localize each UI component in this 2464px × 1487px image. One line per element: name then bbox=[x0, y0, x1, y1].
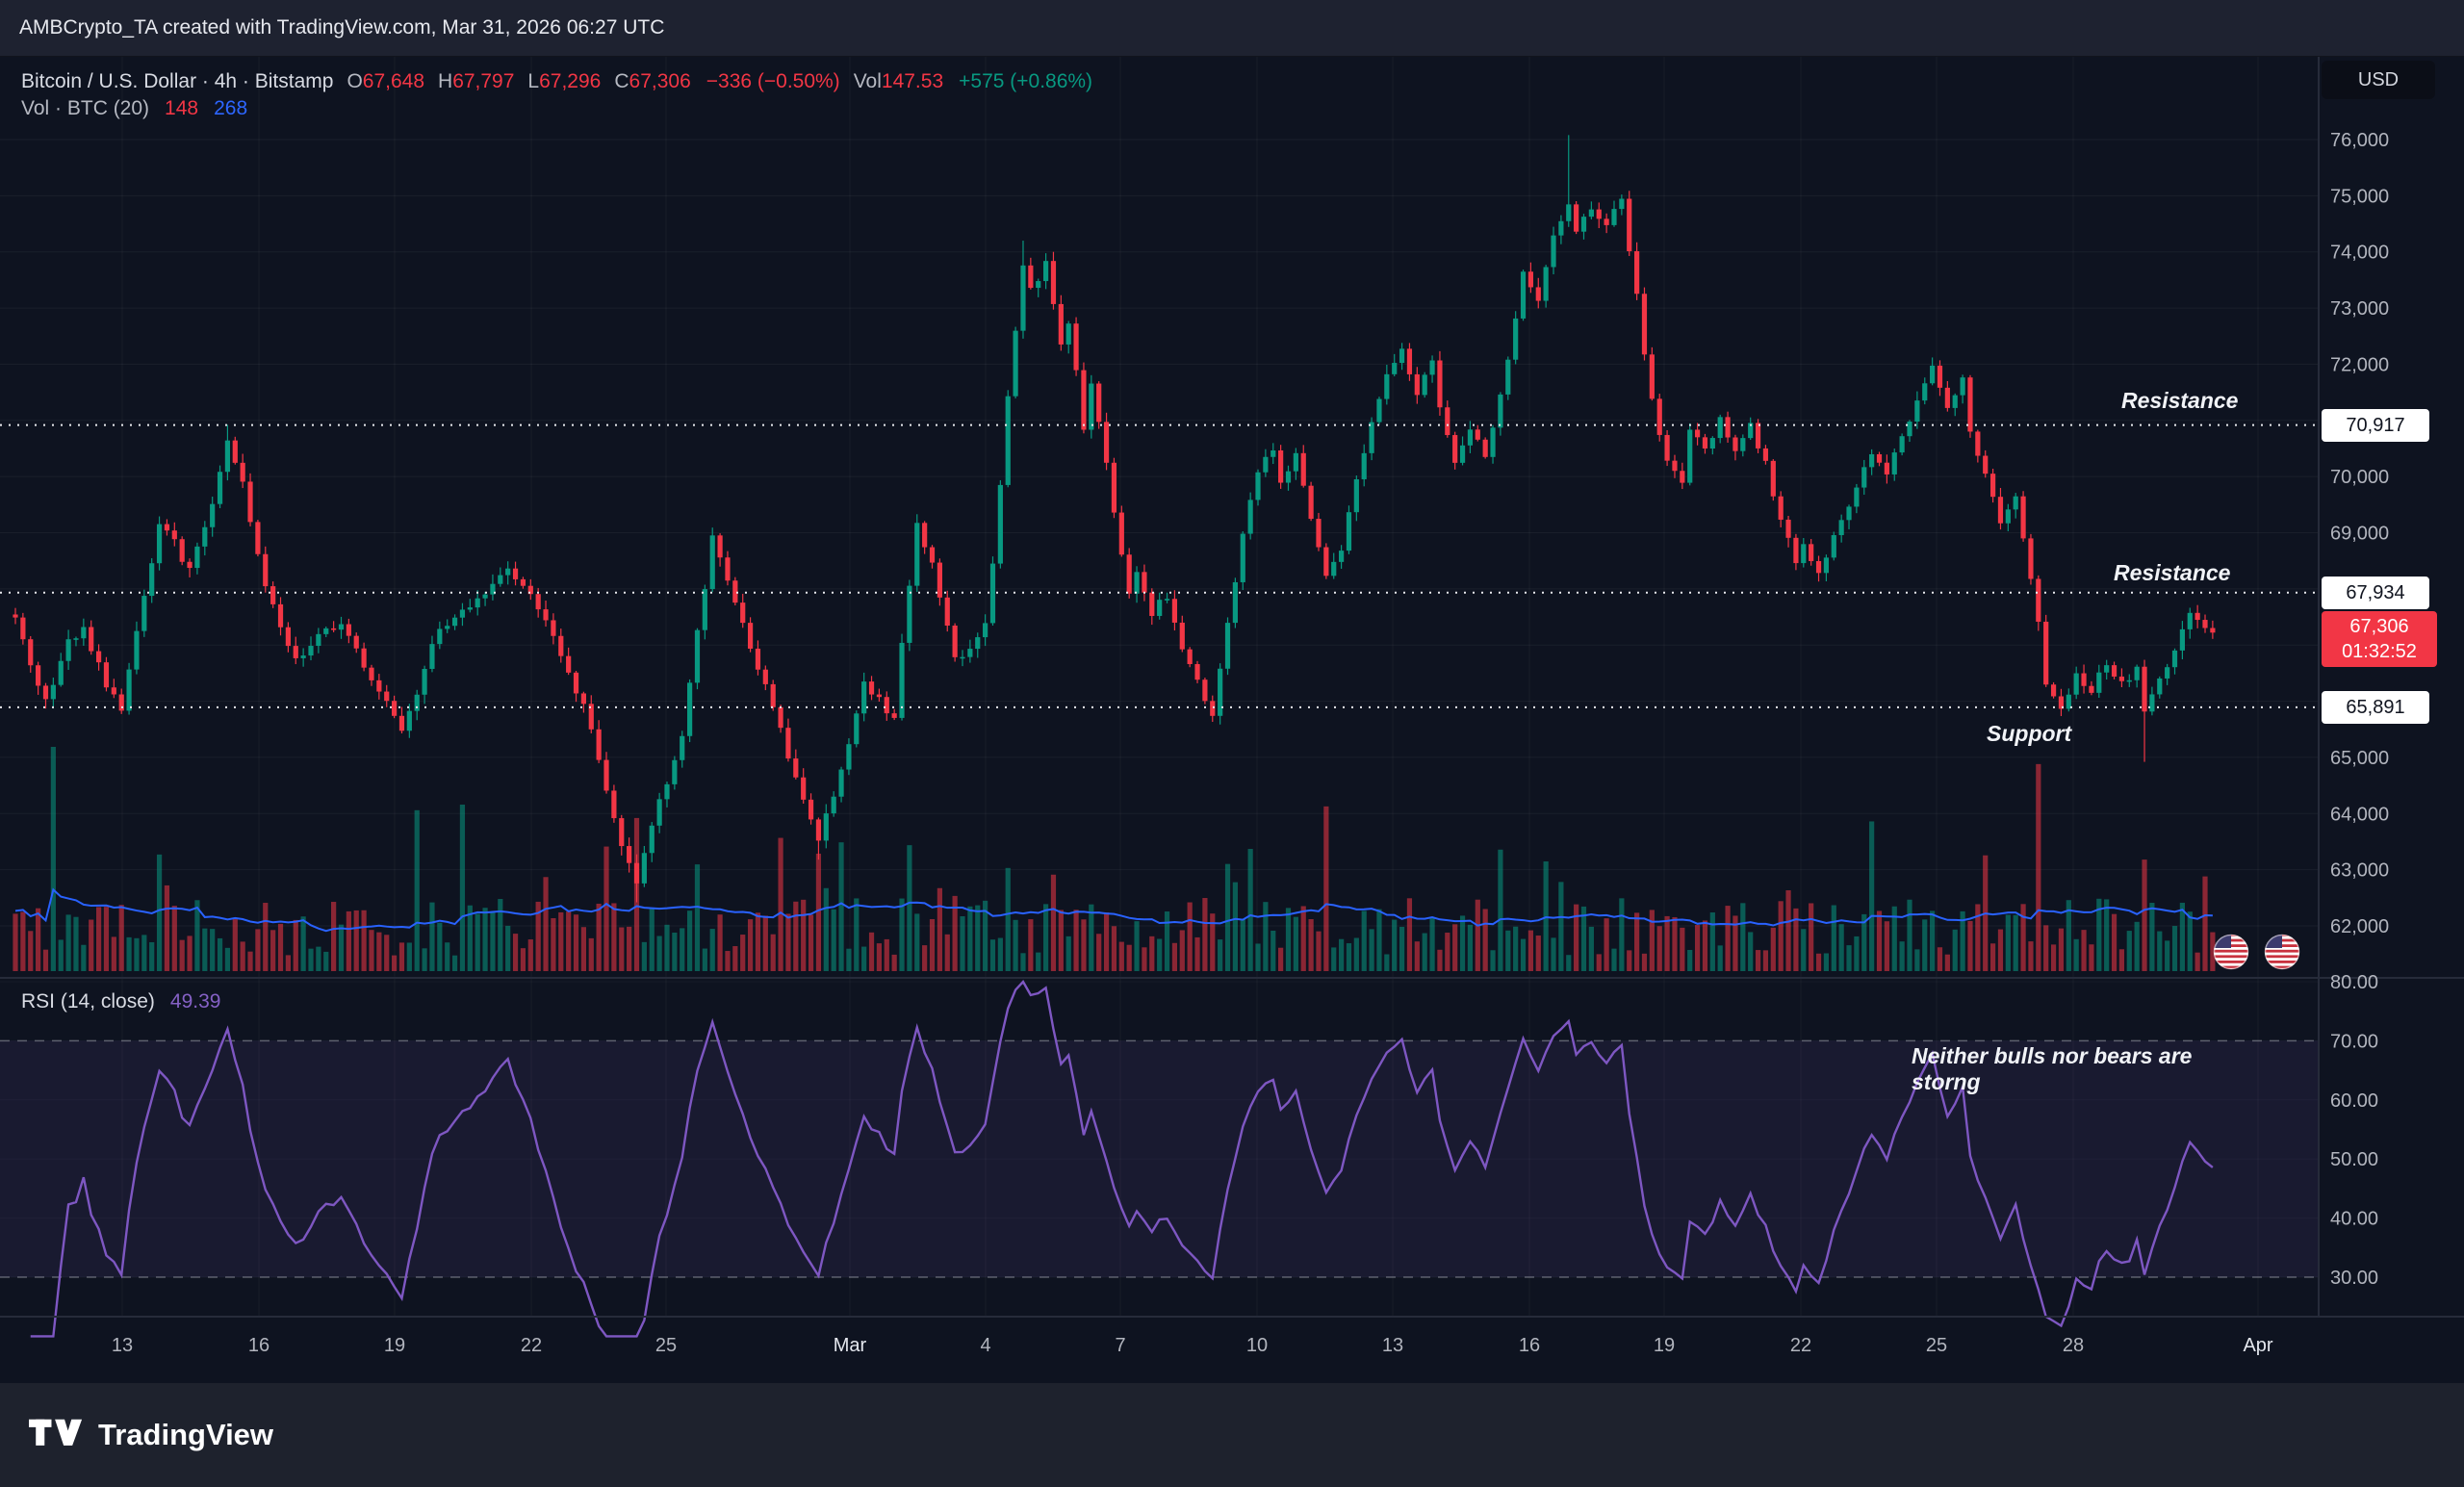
svg-text:Mar: Mar bbox=[834, 1335, 867, 1356]
attribution-text: AMBCrypto_TA created with TradingView.co… bbox=[19, 16, 665, 38]
us-flag-art bbox=[2214, 935, 2248, 969]
rsi-pane bbox=[0, 979, 2319, 1338]
svg-text:72,000: 72,000 bbox=[2330, 354, 2389, 375]
chart-region[interactable]: 76,000 75,000 74,000 73,000 72,000 70,000 69,0… bbox=[0, 57, 2464, 1383]
currency-toggle-button[interactable]: USD bbox=[2322, 61, 2435, 99]
svg-text:28: 28 bbox=[2063, 1335, 2084, 1356]
svg-text:13: 13 bbox=[112, 1335, 133, 1356]
price-label-resistance-upper[interactable]: 70,917 bbox=[2322, 409, 2429, 442]
annotation-resistance-upper[interactable]: Resistance bbox=[2121, 388, 2239, 413]
symbol-title[interactable]: Bitcoin / U.S. Dollar · 4h · Bitstamp bbox=[21, 70, 334, 92]
svg-text:64,000: 64,000 bbox=[2330, 804, 2389, 825]
brand-wordmark[interactable]: TradingView bbox=[98, 1418, 274, 1451]
svg-text:76,000: 76,000 bbox=[2330, 130, 2389, 151]
svg-text:Apr: Apr bbox=[2243, 1335, 2272, 1356]
svg-text:74,000: 74,000 bbox=[2330, 243, 2389, 264]
vol-label: Vol bbox=[853, 70, 882, 92]
vol-change-value: +575 (+0.86%) bbox=[959, 70, 1093, 92]
price-label-text: 65,891 bbox=[2346, 696, 2405, 718]
svg-text:13: 13 bbox=[1382, 1335, 1403, 1356]
change-value: −336 (−0.50%) bbox=[706, 70, 840, 92]
pane-separators bbox=[0, 57, 2464, 1318]
price-label-text: 67,934 bbox=[2346, 581, 2405, 603]
attribution-bar: AMBCrypto_TA created with TradingView.co… bbox=[0, 0, 2464, 57]
last-price-value: 67,306 bbox=[2349, 616, 2409, 637]
level-dotted-lines bbox=[0, 423, 2319, 708]
svg-text:4: 4 bbox=[980, 1335, 990, 1356]
svg-text:65,000: 65,000 bbox=[2330, 748, 2389, 769]
price-label-resistance-lower[interactable]: 67,934 bbox=[2322, 577, 2429, 609]
tradingview-logo-icon[interactable] bbox=[29, 1416, 83, 1454]
axis-tick-labels: 76,000 75,000 74,000 73,000 72,000 70,000 69,0… bbox=[112, 130, 2389, 1356]
svg-text:25: 25 bbox=[1926, 1335, 1947, 1356]
low-value: 67,296 bbox=[539, 70, 602, 92]
svg-text:19: 19 bbox=[384, 1335, 405, 1356]
currency-toggle-label: USD bbox=[2357, 68, 2400, 90]
svg-text:22: 22 bbox=[1790, 1335, 1811, 1356]
bar-countdown: 01:32:52 bbox=[2342, 641, 2417, 662]
open-label: O bbox=[346, 70, 363, 92]
open-value: 67,648 bbox=[362, 70, 425, 92]
svg-text:7: 7 bbox=[1115, 1335, 1125, 1356]
price-chart-canvas[interactable]: 76,000 75,000 74,000 73,000 72,000 70,000 69,0… bbox=[0, 57, 2464, 1383]
volume-ma-line bbox=[14, 887, 2213, 933]
svg-text:10: 10 bbox=[1246, 1335, 1268, 1356]
rsi-label[interactable]: RSI (14, close) bbox=[21, 990, 155, 1013]
price-label-support[interactable]: 65,891 bbox=[2322, 691, 2429, 724]
close-label: C bbox=[614, 70, 629, 92]
low-label: L bbox=[527, 70, 540, 92]
us-flag-art bbox=[2265, 935, 2299, 969]
volume-bars bbox=[13, 746, 2216, 971]
svg-text:62,000: 62,000 bbox=[2330, 916, 2389, 937]
high-label: H bbox=[438, 70, 453, 92]
price-label-text: 70,917 bbox=[2346, 414, 2405, 436]
annotation-resistance-lower[interactable]: Resistance bbox=[2114, 560, 2231, 585]
rsi-legend[interactable]: RSI (14, close) 49.39 bbox=[21, 990, 220, 1013]
symbol-legend[interactable]: Bitcoin / U.S. Dollar · 4h · Bitstamp O6… bbox=[21, 70, 1092, 93]
rsi-value: 49.39 bbox=[169, 990, 221, 1013]
volume-legend[interactable]: Vol · BTC (20) 148 268 bbox=[21, 97, 247, 120]
svg-text:80.00: 80.00 bbox=[2330, 972, 2378, 993]
svg-text:73,000: 73,000 bbox=[2330, 298, 2389, 320]
close-value: 67,306 bbox=[629, 70, 691, 92]
volume-indicator-label[interactable]: Vol · BTC (20) bbox=[21, 97, 150, 119]
footer-bar: TradingView bbox=[0, 1383, 2464, 1487]
svg-text:69,000: 69,000 bbox=[2330, 523, 2389, 544]
last-price-label[interactable]: 67,306 01:32:52 bbox=[2322, 611, 2437, 667]
vol-value: 147.53 bbox=[881, 70, 944, 92]
svg-text:40.00: 40.00 bbox=[2330, 1209, 2378, 1230]
high-value: 67,797 bbox=[452, 70, 515, 92]
volume-ma-value-2: 268 bbox=[214, 97, 248, 119]
volume-ma-value-1: 148 bbox=[165, 97, 199, 119]
svg-text:16: 16 bbox=[248, 1335, 270, 1356]
svg-text:60.00: 60.00 bbox=[2330, 1090, 2378, 1112]
svg-text:30.00: 30.00 bbox=[2330, 1268, 2378, 1289]
us-flag-sticker-icon[interactable] bbox=[2264, 934, 2300, 970]
gridlines bbox=[0, 57, 2319, 1317]
annotation-support[interactable]: Support bbox=[1987, 721, 2072, 746]
candles bbox=[13, 135, 2216, 903]
us-flag-sticker-icon[interactable] bbox=[2213, 934, 2249, 970]
svg-text:25: 25 bbox=[655, 1335, 677, 1356]
svg-text:63,000: 63,000 bbox=[2330, 860, 2389, 882]
svg-text:75,000: 75,000 bbox=[2330, 186, 2389, 207]
svg-text:16: 16 bbox=[1519, 1335, 1540, 1356]
svg-text:22: 22 bbox=[521, 1335, 542, 1356]
svg-text:70.00: 70.00 bbox=[2330, 1031, 2378, 1052]
svg-text:19: 19 bbox=[1654, 1335, 1675, 1356]
annotation-rsi-note[interactable]: Neither bulls nor bears are storng bbox=[1912, 1043, 2193, 1094]
svg-text:70,000: 70,000 bbox=[2330, 467, 2389, 488]
svg-text:50.00: 50.00 bbox=[2330, 1149, 2378, 1170]
